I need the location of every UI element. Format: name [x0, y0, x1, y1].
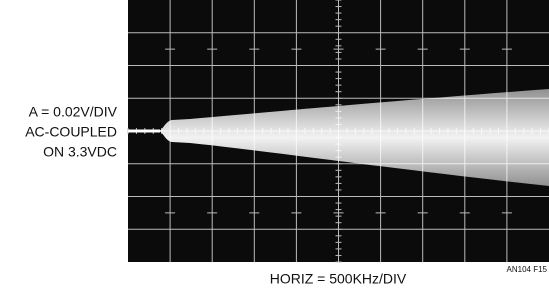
vertical-scale-label: AC-COUPLED — [25, 124, 117, 140]
page: A = 0.02V/DIV AC-COUPLED ON 3.3VDC HORIZ… — [0, 0, 549, 291]
vertical-scale-label: ON 3.3VDC — [43, 144, 117, 160]
vertical-scale-label: A = 0.02V/DIV — [29, 104, 118, 120]
figure-id: AN104 F15 — [507, 265, 548, 274]
horizontal-scale-label: HORIZ = 500KHz/DIV — [270, 271, 407, 287]
